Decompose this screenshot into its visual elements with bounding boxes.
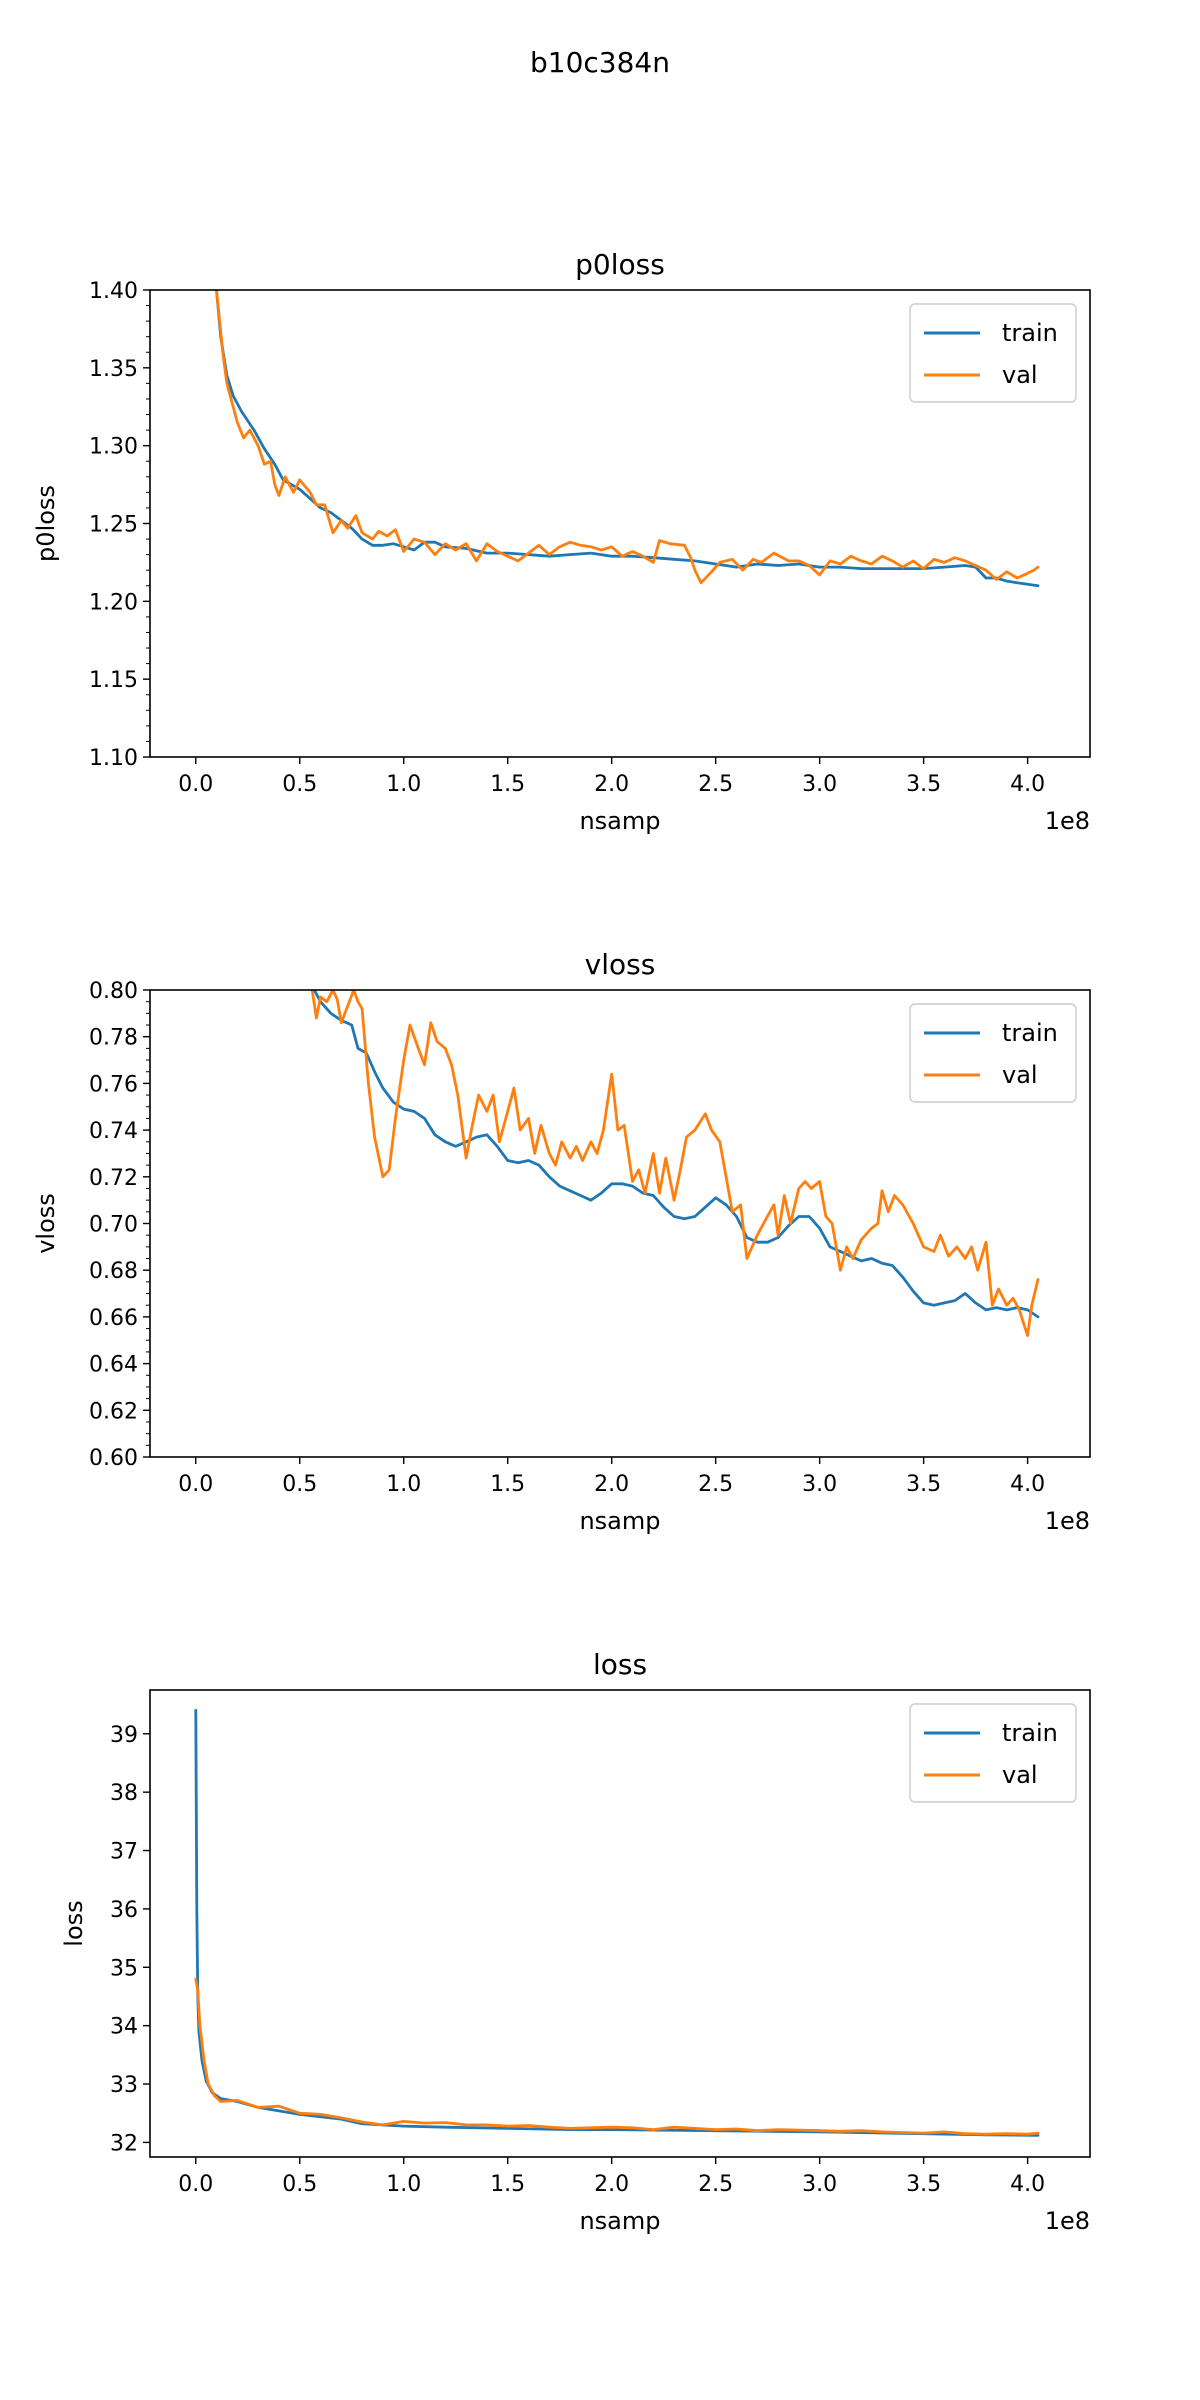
x-tick-label: 0.0 [178,1472,213,1497]
x-tick-label: 1.0 [386,772,421,797]
y-tick-label: 35 [110,1956,138,1981]
x-tick-label: 2.5 [698,772,733,797]
series-line-train [215,290,1040,588]
x-tick-label: 1.5 [490,772,525,797]
panels: 1.10 1.15 1.20 1.25 1.30 1.35 1.40 0.0 0.5 1.0 1.5… [32,248,1091,2235]
x-axis-label: nsamp [579,1507,660,1535]
x-tick-label: 3.5 [906,772,941,797]
legend: train val [909,1003,1077,1103]
legend-box [909,303,1077,403]
legend-label-train: train [1002,319,1058,347]
x-offset-label: 1e8 [1045,807,1090,835]
axes-frame [149,1689,1091,2158]
y-tick-label: 1.10 [89,746,138,771]
y-axis-label: p0loss [32,485,60,562]
series-line-val [310,990,1040,1337]
x-tick-label: 3.5 [906,1472,941,1497]
y-tick-label: 32 [110,2131,138,2156]
y-tick-label: 1.35 [89,357,138,382]
y-tick-label: 0.60 [89,1446,138,1471]
y-tick-label: 38 [110,1781,138,1806]
x-tick-label: 2.0 [594,1472,629,1497]
x-tick-label: 4.0 [1010,772,1045,797]
x-tick-label: 0.5 [282,772,317,797]
y-tick-label: 0.70 [89,1213,138,1238]
y-tick-label: 0.62 [89,1399,138,1424]
series-line-val [215,290,1040,585]
y-tick-label: 0.72 [89,1166,138,1191]
x-tick-label: 4.0 [1010,1472,1045,1497]
y-tick-label: 36 [110,1898,138,1923]
y-tick-label: 0.64 [89,1353,138,1378]
x-axis-label: nsamp [579,2207,660,2235]
chart-panel-p0loss: 1.10 1.15 1.20 1.25 1.30 1.35 1.40 0.0 0.5 1.0 1.5… [32,248,1091,835]
axes-frame [149,289,1091,758]
x-tick-label: 3.0 [802,772,837,797]
y-tick-label: 1.20 [89,590,138,615]
figure-title: b10c384n [530,46,670,79]
y-tick-label: 1.30 [89,435,138,460]
y-tick-label: 0.76 [89,1072,138,1097]
series-line-train [312,990,1040,1319]
x-tick-label: 2.5 [698,2172,733,2197]
y-tick-label: 0.66 [89,1306,138,1331]
x-tick-label: 0.5 [282,1472,317,1497]
series-line-val [194,1977,1040,2136]
legend-label-train: train [1002,1719,1058,1747]
x-tick-label: 1.5 [490,2172,525,2197]
x-tick-label: 2.0 [594,2172,629,2197]
x-tick-label: 1.5 [490,1472,525,1497]
y-tick-label: 33 [110,2073,138,2098]
y-tick-label: 0.78 [89,1026,138,1051]
y-axis-label: loss [60,1900,88,1946]
legend-label-val: val [1002,361,1038,389]
legend-label-train: train [1002,1019,1058,1047]
x-tick-label: 0.5 [282,2172,317,2197]
x-offset-label: 1e8 [1045,1507,1090,1535]
chart-title: loss [593,1648,647,1681]
x-tick-label: 3.0 [802,1472,837,1497]
x-tick-label: 3.5 [906,2172,941,2197]
x-tick-label: 2.0 [594,772,629,797]
y-tick-label: 1.15 [89,668,138,693]
x-tick-label: 0.0 [178,772,213,797]
chart-panel-vloss: 0.60 0.62 0.64 0.66 0.68 0.70 0.72 0.74 0.76 0.78… [32,948,1091,1535]
legend-box [909,1703,1077,1803]
x-tick-label: 1.0 [386,2172,421,2197]
legend: train val [909,303,1077,403]
chart-title: vloss [585,948,656,981]
x-tick-label: 4.0 [1010,2172,1045,2197]
y-tick-label: 1.25 [89,513,138,538]
x-tick-label: 1.0 [386,1472,421,1497]
y-tick-label: 0.80 [89,979,138,1004]
chart-title: p0loss [575,248,665,281]
x-offset-label: 1e8 [1045,2207,1090,2235]
legend-label-val: val [1002,1061,1038,1089]
y-tick-label: 1.40 [89,279,138,304]
legend-box [909,1003,1077,1103]
legend: train val [909,1703,1077,1803]
x-axis-label: nsamp [579,807,660,835]
y-tick-label: 37 [110,1840,138,1865]
y-tick-label: 0.68 [89,1259,138,1284]
chart-panel-loss: 32 33 34 35 36 37 38 39 0.0 0.5 1.0 1.5 2.0 2.5 3.0 3.5… [60,1648,1091,2235]
y-axis-label: vloss [32,1193,60,1254]
y-tick-label: 34 [110,2015,138,2040]
x-tick-label: 2.5 [698,1472,733,1497]
y-tick-label: 0.74 [89,1119,138,1144]
y-tick-label: 39 [110,1723,138,1748]
x-tick-label: 0.0 [178,2172,213,2197]
legend-label-val: val [1002,1761,1038,1789]
x-tick-label: 3.0 [802,2172,837,2197]
axes-frame [149,989,1091,1458]
